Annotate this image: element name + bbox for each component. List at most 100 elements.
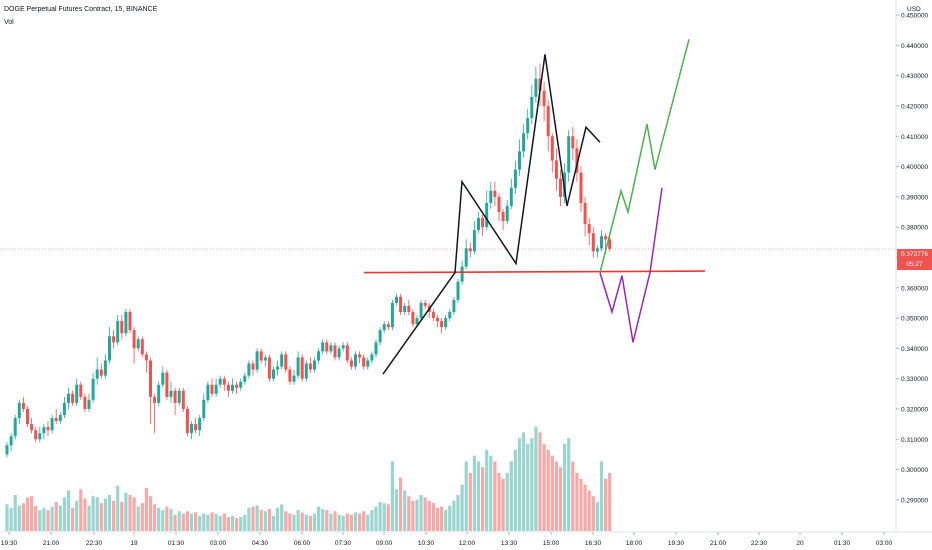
candle-body xyxy=(349,360,353,367)
candle-body xyxy=(600,236,603,249)
price-axis[interactable]: 0.450000 0.440000 0.430000 0.420000 0.410000… xyxy=(896,6,928,504)
volume-bar xyxy=(206,514,210,531)
volume-bar xyxy=(54,502,58,531)
volume-bar xyxy=(472,455,476,531)
volume-bar xyxy=(222,513,226,531)
price-tick-label: 0.410000 xyxy=(901,134,928,141)
volume-bar xyxy=(604,478,608,531)
volume-bar xyxy=(501,478,505,531)
volume-bar xyxy=(38,510,42,531)
volume-bars xyxy=(5,426,612,531)
candle-body xyxy=(112,336,116,343)
time-tick-label: 19 xyxy=(130,540,138,547)
volume-bar xyxy=(575,473,579,531)
volume-bar xyxy=(30,496,34,531)
candle-body xyxy=(378,330,382,343)
volume-bar xyxy=(148,496,153,531)
candle-body xyxy=(5,445,9,455)
volume-bar xyxy=(34,506,38,531)
candle-body xyxy=(526,118,530,134)
time-axis[interactable]: 19:30 21:00 22:30 19 01:30 03:00 04:30 06:00 07:… xyxy=(1,532,893,547)
volume-bar xyxy=(329,513,333,531)
time-tick-label: 10:30 xyxy=(418,540,435,547)
volume-bar xyxy=(399,477,403,531)
volume-bar xyxy=(390,461,394,531)
candle-body xyxy=(239,381,243,388)
volume-bar xyxy=(239,517,243,531)
time-tick-label: 01:30 xyxy=(834,540,851,547)
volume-bar xyxy=(431,503,435,531)
candle-body xyxy=(272,369,275,379)
time-tick-label: 21:00 xyxy=(43,540,60,547)
volume-bar xyxy=(427,500,431,531)
price-tick-label: 0.390000 xyxy=(901,194,928,201)
candle-body xyxy=(575,148,579,173)
volume-bar xyxy=(481,467,485,531)
volume-label[interactable]: Vol xyxy=(4,19,14,26)
candle-body xyxy=(190,424,193,434)
candle-body xyxy=(132,330,136,349)
volume-bar xyxy=(312,513,317,531)
candle-body xyxy=(431,311,435,319)
candle-body xyxy=(267,357,271,379)
volume-bar xyxy=(50,506,54,531)
candle-body xyxy=(231,384,234,391)
candle-body xyxy=(493,190,497,197)
candle-body xyxy=(554,160,558,179)
volume-bar xyxy=(251,506,255,531)
time-tick-label: 16:30 xyxy=(585,540,602,547)
volume-bar xyxy=(288,513,292,531)
volume-bar xyxy=(79,489,83,531)
volume-bar xyxy=(567,438,571,531)
candle-body xyxy=(165,372,169,397)
candle-body xyxy=(95,369,99,379)
volume-bar xyxy=(25,497,30,531)
candle-body xyxy=(144,354,148,361)
volume-bar xyxy=(550,455,554,531)
volume-bar xyxy=(87,505,91,531)
candle-body xyxy=(153,396,157,403)
volume-bar xyxy=(140,503,144,531)
time-tick-label: 15:00 xyxy=(543,540,560,547)
candle-body xyxy=(79,384,83,397)
time-tick-label: 01:30 xyxy=(168,540,185,547)
volume-bar xyxy=(194,512,198,531)
volume-bar xyxy=(71,507,75,531)
volume-bar xyxy=(21,503,25,531)
price-tick-label: 0.440000 xyxy=(901,43,928,50)
volume-bar xyxy=(66,490,71,531)
candle-body xyxy=(161,372,165,385)
candle-body xyxy=(222,378,226,385)
volume-bar xyxy=(144,488,148,531)
volume-bar xyxy=(583,484,587,531)
candle-body xyxy=(13,418,17,437)
volume-bar xyxy=(112,500,116,531)
candle-body xyxy=(358,354,362,358)
candle-body xyxy=(464,248,468,267)
volume-bar xyxy=(378,502,382,531)
candle-body xyxy=(423,302,427,306)
candle-body xyxy=(284,354,288,370)
candle-body xyxy=(591,233,595,252)
volume-bar xyxy=(435,507,440,531)
volume-bar xyxy=(308,515,312,531)
candle-body xyxy=(128,311,132,331)
candle-body xyxy=(546,105,550,137)
time-tick-label: 03:00 xyxy=(210,540,227,547)
volume-bar xyxy=(558,467,563,531)
price-tick-label: 0.360000 xyxy=(901,285,928,292)
candle-body xyxy=(395,296,398,303)
price-tick-label: 0.380000 xyxy=(901,225,928,232)
volume-bar xyxy=(542,444,546,531)
candle-body xyxy=(157,384,161,403)
volume-bar xyxy=(468,473,472,531)
candle-body xyxy=(329,345,333,352)
candle-body xyxy=(149,360,152,397)
volume-bar xyxy=(493,461,497,531)
candle-body xyxy=(140,339,144,355)
volume-bar xyxy=(460,484,464,531)
candle-body xyxy=(509,187,513,206)
candlesticks xyxy=(5,63,612,458)
